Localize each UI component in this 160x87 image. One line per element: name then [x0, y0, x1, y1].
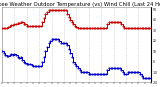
Title: Milwaukee Weather Outdoor Temperature (vs) Wind Chill (Last 24 Hours): Milwaukee Weather Outdoor Temperature (v…	[0, 2, 160, 7]
